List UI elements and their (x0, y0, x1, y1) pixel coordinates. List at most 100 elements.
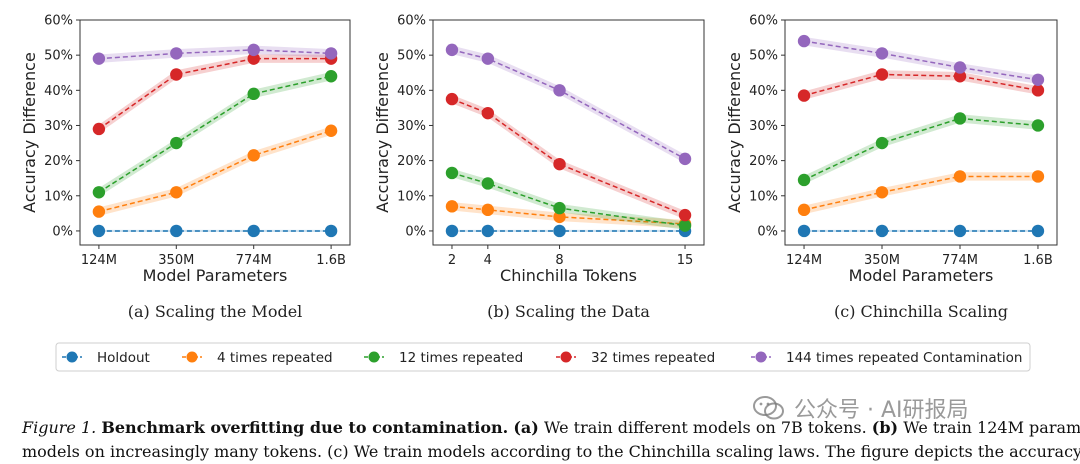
series-2 (445, 166, 692, 232)
data-point (1031, 170, 1045, 183)
y-axis-title: Accuracy Difference (20, 52, 39, 213)
y-tick-label: 50% (749, 49, 778, 64)
series-1 (797, 170, 1045, 217)
y-tick-label: 20% (397, 154, 426, 169)
caption-line-2: models on increasingly many tokens. (c) … (22, 442, 1080, 461)
y-tick-label: 30% (397, 119, 426, 134)
series-0 (92, 224, 338, 238)
series-line (451, 172, 686, 227)
data-point (92, 186, 106, 199)
series-3 (797, 68, 1045, 102)
data-point (445, 200, 459, 213)
y-tick-label: 30% (44, 119, 73, 134)
data-point (1031, 84, 1045, 97)
y-axis-title: Accuracy Difference (725, 52, 744, 213)
x-tick-label: 774M (236, 253, 272, 268)
data-point (553, 84, 566, 97)
series-4 (445, 43, 692, 166)
data-point (445, 43, 459, 57)
data-point (92, 122, 106, 136)
series-line (98, 49, 332, 60)
data-point (678, 208, 692, 222)
x-tick-label: 4 (484, 253, 492, 268)
plot-frame (784, 19, 1058, 246)
legend-marker (755, 351, 767, 363)
legend-marker (66, 351, 78, 363)
data-point (324, 70, 338, 83)
x-tick-label: 2 (448, 253, 456, 268)
legend-label: 144 times repeated Contamination (786, 350, 1022, 366)
data-point (247, 43, 260, 57)
series-band (804, 36, 1038, 84)
series-line (451, 98, 686, 216)
series-band (451, 45, 686, 164)
wechat-icon (753, 396, 784, 420)
data-point (481, 203, 495, 217)
data-point (445, 224, 459, 238)
data-point (797, 203, 811, 217)
series-line (98, 57, 332, 130)
y-tick-label: 10% (749, 189, 778, 204)
series-line (803, 73, 1039, 97)
data-point (678, 219, 692, 232)
data-point (553, 210, 566, 224)
data-point (481, 224, 495, 238)
data-point (324, 47, 338, 60)
legend-entry-3: 32 times repeated (556, 350, 715, 366)
series-line (803, 117, 1039, 181)
data-point (92, 205, 106, 218)
x-tick-label: 350M (864, 253, 900, 268)
series-band (451, 168, 686, 230)
data-point (553, 157, 566, 171)
y-tick-label: 40% (44, 84, 73, 99)
legend-entry-4: 144 times repeated Contamination (751, 350, 1022, 366)
watermark: 公众号 · AI研报局 (752, 392, 969, 424)
caption-part-b-tag: (b) (871, 418, 899, 437)
data-point (875, 186, 889, 199)
series-line (451, 205, 686, 225)
plot-frame (432, 19, 705, 246)
caption-label: Figure 1. (22, 418, 97, 437)
data-point (247, 149, 260, 162)
series-line (451, 49, 686, 160)
data-point (170, 186, 183, 199)
series-3 (445, 92, 692, 222)
data-point (953, 61, 967, 74)
series-4 (92, 43, 338, 65)
data-point (324, 124, 338, 137)
x-tick-label: 1.6B (316, 253, 346, 268)
legend-marker (560, 351, 572, 363)
legend-entry-2: 12 times repeated (364, 350, 523, 366)
data-point (445, 166, 459, 180)
legend-label: Holdout (97, 350, 150, 366)
series-band (451, 94, 686, 220)
data-point (553, 224, 566, 238)
data-point (1031, 224, 1045, 238)
x-axis-title: Model Parameters (849, 266, 994, 285)
y-axis-title: Accuracy Difference (373, 52, 392, 213)
data-point (953, 224, 967, 238)
subcaption: (c) Chinchilla Scaling (834, 302, 1008, 321)
x-axis-title: Chinchilla Tokens (500, 266, 637, 285)
data-point (953, 170, 967, 183)
x-tick-label: 1.6B (1023, 253, 1053, 268)
series-2 (797, 112, 1045, 187)
data-point (797, 89, 811, 102)
series-band (98, 72, 332, 197)
data-point (170, 47, 183, 60)
y-tick-label: 20% (749, 154, 778, 169)
legend-label: 4 times repeated (217, 350, 333, 366)
y-tick-label: 10% (44, 189, 73, 204)
data-point (170, 136, 183, 150)
data-point (953, 70, 967, 83)
legend: Holdout 4 times repeated 12 times repeated… (55, 342, 1031, 372)
legend-box (55, 342, 1031, 372)
data-point (553, 201, 566, 215)
watermark-text: 公众号 · AI研报局 (794, 398, 969, 423)
caption-part-a-tag: (a) (513, 418, 539, 437)
y-tick-label: 10% (397, 189, 426, 204)
data-point (92, 224, 106, 238)
subcaption: (b) Scaling the Data (487, 302, 650, 321)
legend-label: 12 times repeated (399, 350, 523, 366)
y-tick-label: 60% (749, 14, 778, 29)
